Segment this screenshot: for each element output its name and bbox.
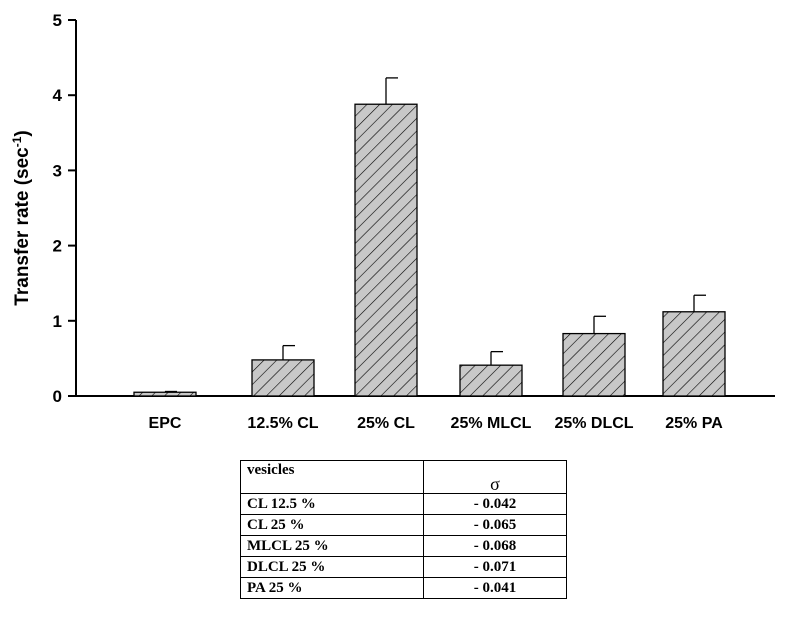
row-sigma: - 0.068 bbox=[423, 535, 567, 557]
header-sigma: σ bbox=[423, 460, 567, 494]
table-row: MLCL 25 % - 0.068 bbox=[240, 535, 567, 557]
table-row: CL 12.5 % - 0.042 bbox=[240, 493, 567, 515]
bar bbox=[562, 332, 626, 397]
row-sigma: - 0.065 bbox=[423, 514, 567, 536]
row-vesicle: PA 25 % bbox=[240, 577, 424, 599]
row-vesicle: CL 25 % bbox=[240, 514, 424, 536]
bar bbox=[251, 359, 315, 397]
bar-chart: 0 1 2 3 4 5 EPC 12.5% CL 25% CL 25% MLCL 25% DLCL… bbox=[10, 11, 775, 432]
bar bbox=[662, 311, 726, 397]
x-tick-label: 25% MLCL bbox=[451, 415, 532, 432]
sigma-table: vesicles σ CL 12.5 % - 0.042 CL 25 % - 0… bbox=[240, 460, 567, 599]
y-tick-label: 3 bbox=[53, 161, 62, 180]
table-row: CL 25 % - 0.065 bbox=[240, 514, 567, 536]
row-vesicle: CL 12.5 % bbox=[240, 493, 424, 515]
row-sigma: - 0.041 bbox=[423, 577, 567, 599]
y-tick-label: 1 bbox=[53, 312, 62, 331]
x-tick-label: 25% PA bbox=[665, 415, 723, 432]
header-vesicles: vesicles bbox=[240, 460, 424, 494]
row-vesicle: MLCL 25 % bbox=[240, 535, 424, 557]
x-tick-label: 12.5% CL bbox=[247, 415, 318, 432]
y-axis-label: Transfer rate (sec-1) bbox=[10, 130, 33, 305]
table-header-row: vesicles σ bbox=[240, 460, 567, 494]
row-sigma: - 0.071 bbox=[423, 556, 567, 578]
bar bbox=[459, 364, 523, 397]
x-tick-label: EPC bbox=[149, 415, 182, 432]
y-tick-label: 0 bbox=[53, 387, 62, 406]
y-tick-label: 4 bbox=[53, 86, 63, 105]
y-tick-label: 2 bbox=[53, 237, 62, 256]
table-row: DLCL 25 % - 0.071 bbox=[240, 556, 567, 578]
y-axis: 0 1 2 3 4 5 bbox=[53, 11, 77, 406]
x-tick-label: 25% CL bbox=[357, 415, 415, 432]
x-axis: EPC 12.5% CL 25% CL 25% MLCL 25% DLCL 25% PA bbox=[76, 395, 775, 432]
row-vesicle: DLCL 25 % bbox=[240, 556, 424, 578]
table-row: PA 25 % - 0.041 bbox=[240, 577, 567, 599]
bar bbox=[354, 103, 418, 397]
row-sigma: - 0.042 bbox=[423, 493, 567, 515]
bar bbox=[133, 391, 197, 397]
x-tick-label: 25% DLCL bbox=[554, 415, 633, 432]
y-tick-label: 5 bbox=[53, 11, 62, 30]
bars bbox=[133, 77, 726, 397]
table-clip: vesicles σ CL 12.5 % - 0.042 CL 25 % - 0… bbox=[235, 455, 575, 618]
